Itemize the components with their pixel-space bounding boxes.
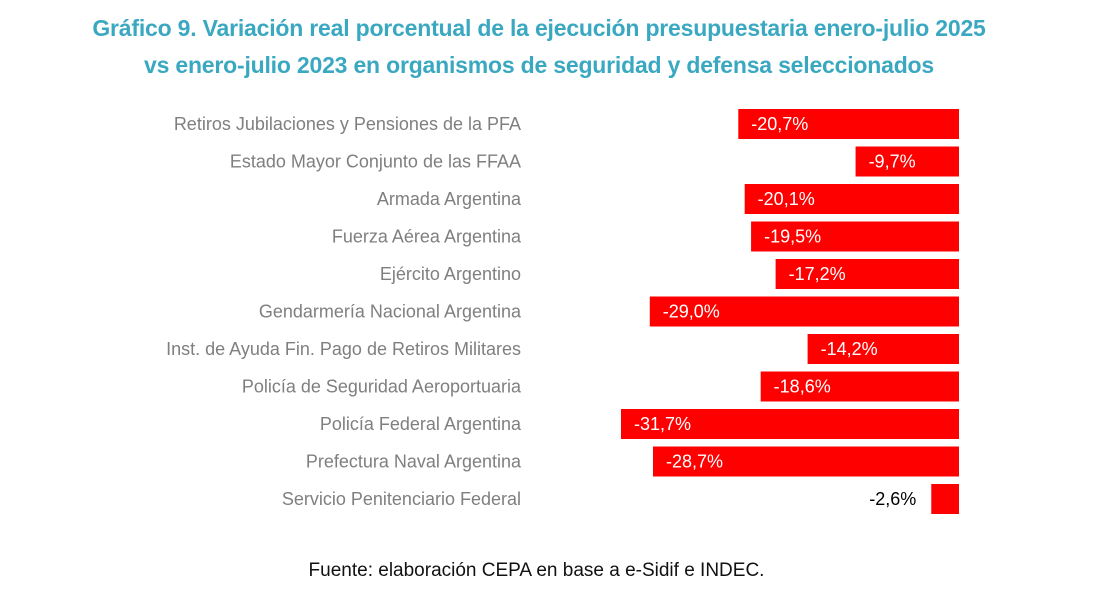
category-label: Policía de Seguridad Aeroportuaria [242,377,522,397]
source-note: Fuente: elaboración CEPA en base a e-Sid… [308,560,765,581]
bar [652,446,959,477]
category-label: Prefectura Naval Argentina [306,452,522,472]
category-label: Armada Argentina [377,189,522,209]
data-label: -9,7% [869,152,916,172]
data-label: -29,0% [663,302,720,322]
category-label: Inst. de Ayuda Fin. Pago de Retiros Mili… [166,339,521,359]
bar [855,146,959,177]
data-label: -17,2% [789,264,846,284]
data-label: -28,7% [666,452,723,472]
bar [744,184,959,214]
category-label: Estado Mayor Conjunto de las FFAA [230,152,521,172]
data-label: -31,7% [634,414,691,434]
bar [621,409,959,439]
chart-title-line-1: Gráfico 9. Variación real porcentual de … [92,15,986,41]
chart-title: Gráfico 9. Variación real porcentual de … [0,10,1078,84]
bar [760,371,959,402]
bar [751,221,959,252]
data-label: -2,6% [869,489,916,509]
chart-title-line-2: vs enero-julio 2023 en organismos de seg… [143,52,934,78]
category-label: Retiros Jubilaciones y Pensiones de la P… [174,114,521,134]
category-label: Gendarmería Nacional Argentina [259,302,522,322]
bar [931,484,959,514]
data-label: -20,1% [758,189,815,209]
bar [807,334,959,364]
bar [775,259,959,289]
category-label: Policía Federal Argentina [320,414,522,434]
bar [649,296,959,327]
data-label: -19,5% [764,227,821,247]
data-label: -14,2% [821,339,878,359]
category-label: Servicio Penitenciario Federal [282,489,521,509]
category-label: Ejército Argentino [380,264,521,284]
category-label: Fuerza Aérea Argentina [332,227,522,247]
data-label: -20,7% [751,114,808,134]
data-label: -18,6% [774,377,831,397]
bar [738,109,959,139]
